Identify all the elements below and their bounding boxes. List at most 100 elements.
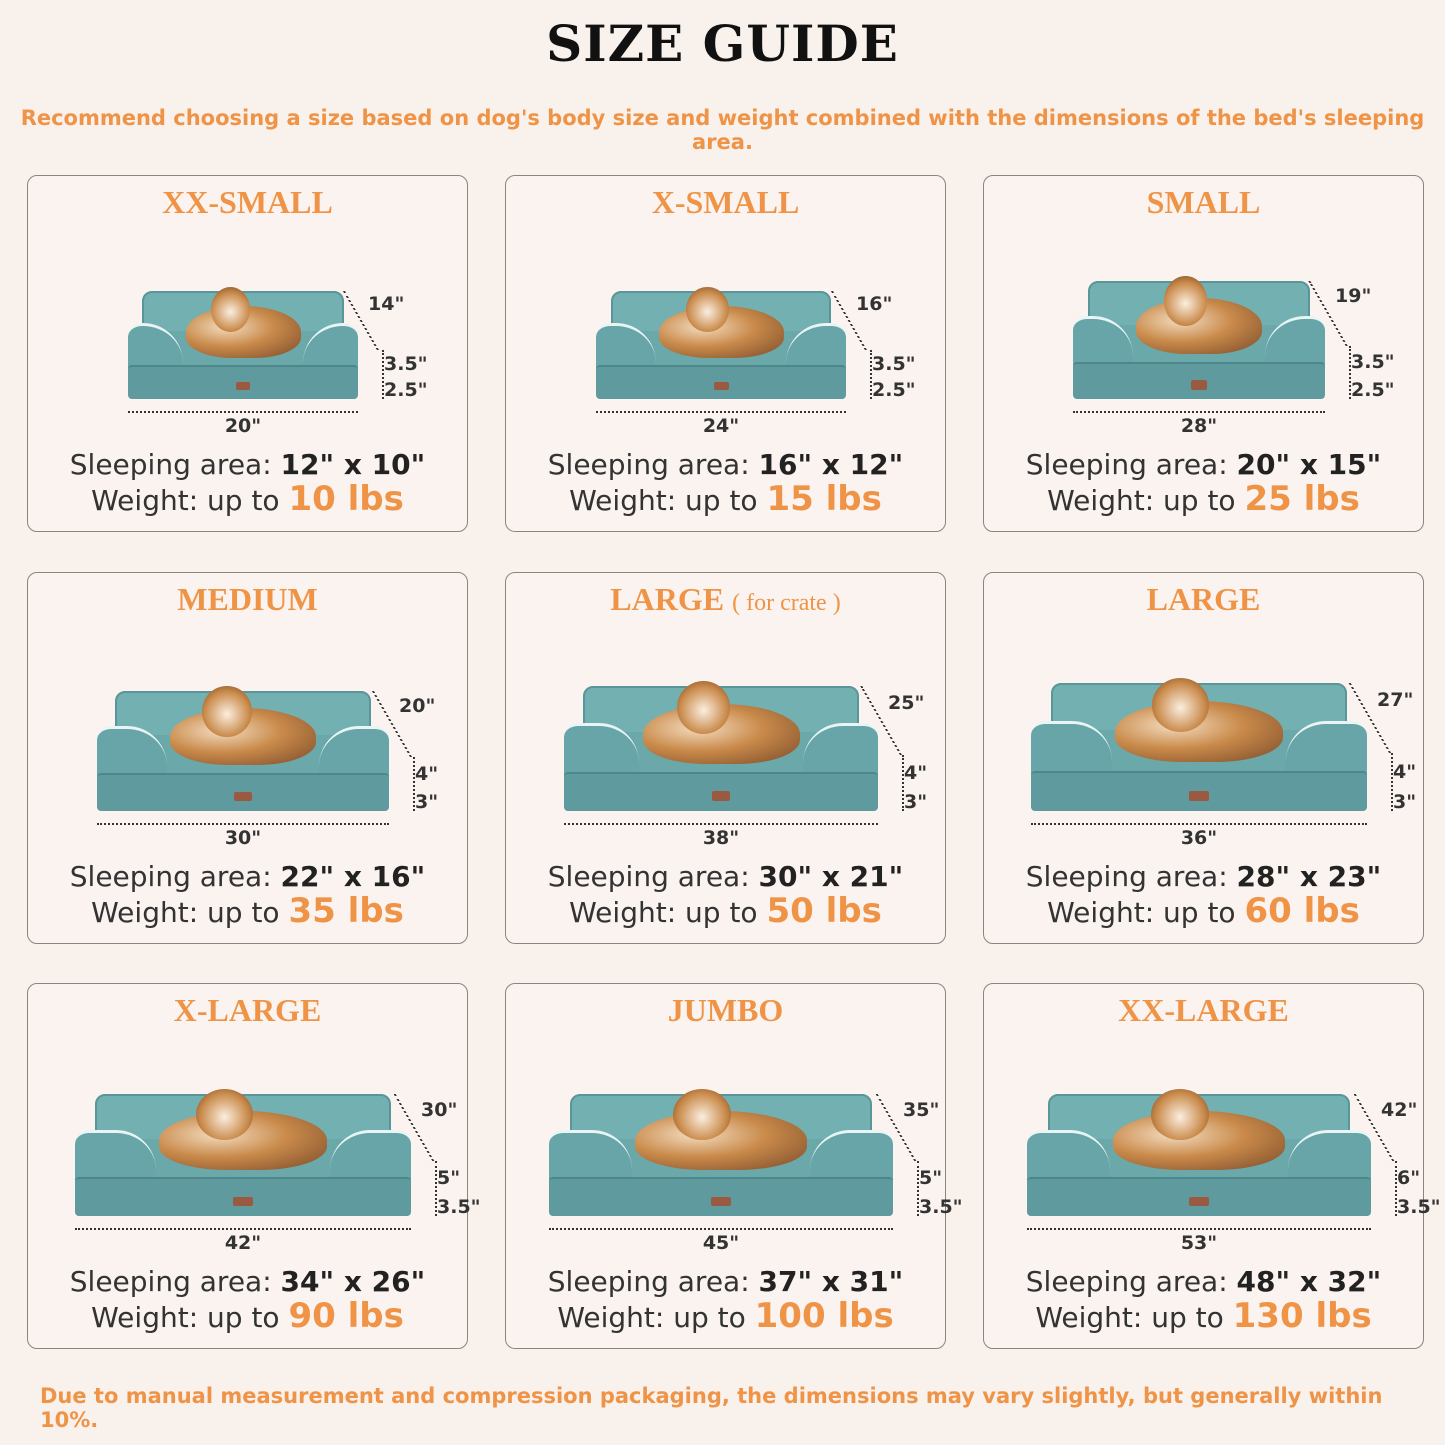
size-name-text: MEDIUM	[177, 581, 318, 617]
height-base-label: 2.5"	[384, 379, 428, 401]
weight-value: 90 lbs	[288, 1296, 404, 1336]
size-name: LARGE ( for crate )	[506, 581, 945, 618]
page-subtitle: Recommend choosing a size based on dog's…	[20, 106, 1425, 154]
sleeping-area-label: Sleeping area:	[547, 1265, 750, 1298]
height-base-label: 3.5"	[919, 1196, 963, 1218]
width-line	[75, 1228, 411, 1230]
height-base-label: 2.5"	[1351, 379, 1395, 401]
page-title: SIZE GUIDE	[546, 14, 899, 73]
width-label: 36"	[1180, 827, 1218, 849]
sleeping-area-value: 22" x 16"	[280, 860, 426, 893]
width-line	[1027, 1228, 1371, 1230]
sleeping-area-label: Sleeping area:	[1025, 1265, 1228, 1298]
sleeping-area-value: 16" x 12"	[758, 448, 904, 481]
bed-image	[596, 286, 846, 399]
depth-label: 16"	[856, 292, 893, 315]
depth-label: 35"	[903, 1098, 940, 1121]
height-top-label: 3.5"	[1351, 351, 1395, 374]
weight-value: 60 lbs	[1244, 891, 1360, 931]
width-line	[564, 823, 878, 825]
size-card: SMALL 19" 3.5" 2.5" 28" Sleeping area: 20" x…	[983, 175, 1424, 532]
width-label: 42"	[224, 1232, 262, 1254]
size-card: X-SMALL 16" 3.5" 2.5" 24" Sleeping area: 16"…	[505, 175, 946, 532]
height-base-label: 3.5"	[437, 1196, 481, 1218]
size-card: X-LARGE 30" 5" 3.5" 42" Sleeping area: 34" x…	[27, 983, 481, 1349]
sleeping-area-label: Sleeping area:	[1025, 860, 1228, 893]
size-card: LARGE 27" 4" 3" 36" Sleeping area: 28" x 23"…	[983, 572, 1424, 944]
weight-limit: Weight: up to 35 lbs	[28, 891, 467, 931]
weight-value: 130 lbs	[1232, 1296, 1372, 1336]
pet-head	[1151, 677, 1210, 732]
height-top-label: 6"	[1397, 1167, 1421, 1190]
height-line	[1395, 1161, 1397, 1216]
height-line	[382, 350, 384, 399]
width-label: 45"	[702, 1232, 740, 1254]
bed-image	[1073, 276, 1325, 399]
size-name: X-LARGE	[28, 992, 467, 1029]
weight-label: Weight: up to	[557, 1301, 746, 1334]
width-line	[128, 411, 358, 413]
bed-image	[97, 686, 389, 811]
brand-tag	[234, 791, 252, 802]
sleeping-area-value: 12" x 10"	[280, 448, 426, 481]
size-name: X-SMALL	[506, 184, 945, 221]
weight-limit: Weight: up to 60 lbs	[984, 891, 1423, 931]
height-base-label: 3"	[904, 791, 928, 813]
brand-tag	[236, 381, 250, 391]
sleeping-area-label: Sleeping area:	[69, 860, 272, 893]
height-top-label: 3.5"	[872, 353, 916, 376]
brand-tag	[711, 791, 731, 801]
size-name: XX-SMALL	[28, 184, 467, 221]
width-label: 20"	[224, 415, 262, 437]
weight-label: Weight: up to	[569, 896, 758, 929]
weight-limit: Weight: up to 15 lbs	[506, 479, 945, 519]
size-name: MEDIUM	[28, 581, 467, 618]
height-line	[870, 350, 872, 399]
pet-head	[202, 686, 252, 737]
height-base-label: 3"	[1393, 791, 1417, 813]
pet-head	[1163, 276, 1207, 326]
sleeping-area-value: 28" x 23"	[1236, 860, 1382, 893]
size-card: XX-LARGE 42" 6" 3.5" 53" Sleeping area: 48" …	[983, 983, 1441, 1349]
height-top-label: 4"	[1393, 760, 1417, 783]
weight-value: 15 lbs	[766, 479, 882, 519]
size-card: LARGE ( for crate ) 25" 4" 3" 38" Sleeping ar…	[505, 572, 946, 944]
brand-tag	[232, 1196, 254, 1207]
sleeping-area: Sleeping area: 22" x 16"	[28, 860, 467, 893]
weight-label: Weight: up to	[1047, 896, 1236, 929]
size-name-text: X-SMALL	[651, 184, 800, 220]
sleeping-area-value: 37" x 31"	[758, 1265, 904, 1298]
size-name-text: SMALL	[1146, 184, 1261, 220]
depth-label: 25"	[888, 691, 925, 714]
sleeping-area: Sleeping area: 30" x 21"	[506, 860, 945, 893]
width-line	[596, 411, 846, 413]
depth-label: 20"	[399, 695, 436, 718]
height-top-label: 5"	[437, 1167, 461, 1190]
sleeping-area: Sleeping area: 37" x 31"	[506, 1265, 945, 1298]
width-label: 53"	[1180, 1232, 1218, 1254]
weight-value: 10 lbs	[288, 479, 404, 519]
weight-limit: Weight: up to 90 lbs	[28, 1296, 467, 1336]
height-base-label: 3"	[415, 791, 439, 813]
size-name: XX-LARGE	[984, 992, 1423, 1029]
weight-limit: Weight: up to 50 lbs	[506, 891, 945, 931]
height-top-label: 3.5"	[384, 353, 428, 376]
bed-image	[564, 681, 878, 811]
sleeping-area: Sleeping area: 34" x 26"	[28, 1265, 467, 1298]
weight-label: Weight: up to	[1047, 484, 1236, 517]
brand-tag	[710, 1196, 732, 1207]
weight-value: 50 lbs	[766, 891, 882, 931]
size-name-text: LARGE	[610, 581, 725, 617]
pet-head	[1150, 1089, 1210, 1141]
height-base-label: 3.5"	[1397, 1196, 1441, 1218]
pet-head	[210, 286, 250, 333]
weight-label: Weight: up to	[91, 1301, 280, 1334]
size-name: JUMBO	[506, 992, 945, 1029]
weight-label: Weight: up to	[569, 484, 758, 517]
bed-image	[128, 286, 358, 399]
sleeping-area-label: Sleeping area:	[1025, 448, 1228, 481]
size-note: ( for crate )	[732, 590, 841, 616]
depth-label: 30"	[421, 1098, 458, 1121]
pet-head	[686, 286, 729, 333]
weight-limit: Weight: up to 10 lbs	[28, 479, 467, 519]
